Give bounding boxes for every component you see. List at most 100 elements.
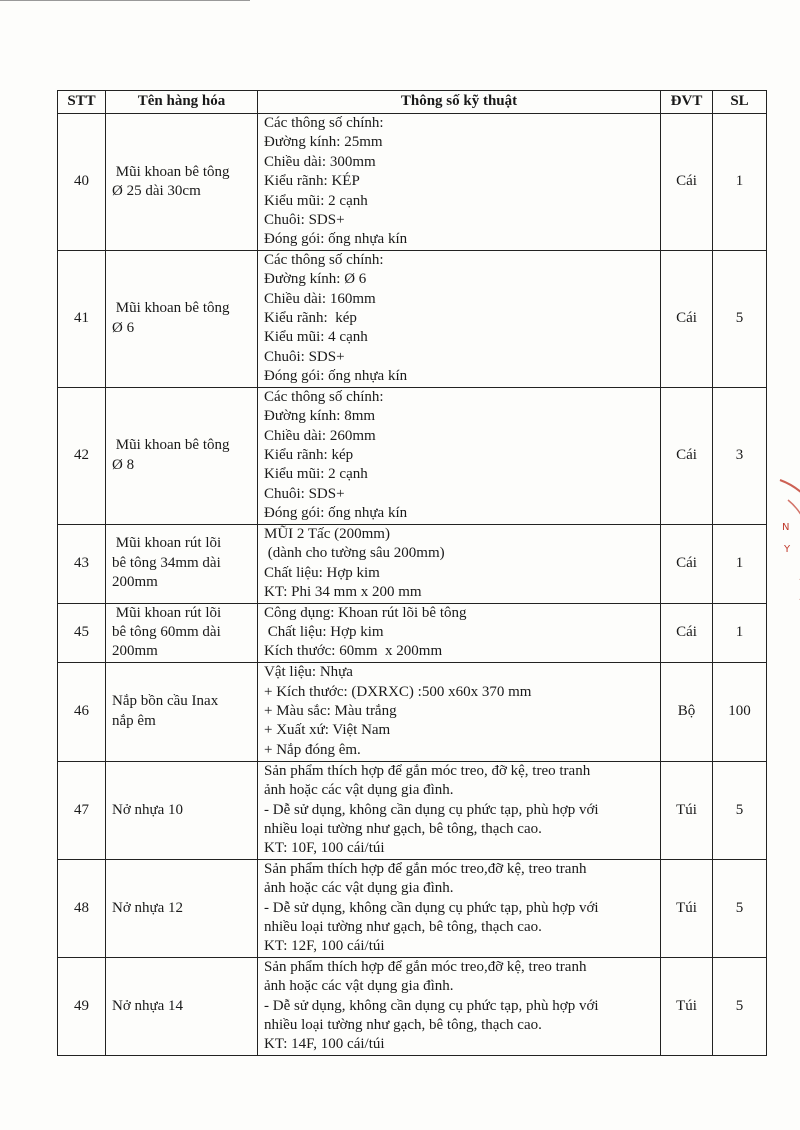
spec-line: Đường kính: Ø 6 bbox=[264, 271, 367, 288]
spec-line: ảnh hoặc các vật dụng gia đình. bbox=[264, 880, 454, 897]
spec-line: Chuôi: SDS+ bbox=[264, 348, 345, 365]
spec-line: Chiều dài: 300mm bbox=[264, 153, 376, 170]
header-spec: Thông số kỹ thuật bbox=[257, 90, 661, 114]
table-row: 41 Mũi khoan bê tông Ø 6 Các thông số chí… bbox=[57, 249, 767, 388]
row-stt: 49 bbox=[57, 956, 106, 1056]
red-stamp-fragment: N Y bbox=[779, 479, 800, 600]
row-spec: MŨI 2 Tấc (200mm) (dành cho tường sâu 20… bbox=[257, 523, 661, 604]
spec-line: KT: 14F, 100 cái/túi bbox=[264, 1036, 385, 1053]
table-row: 46 Nắp bồn cầu Inax nắp êm Vật liệu: Nhựa +… bbox=[57, 661, 767, 762]
row-spec: Sản phẩm thích hợp để gắn móc treo,đỡ kệ… bbox=[257, 858, 661, 958]
row-stt: 42 bbox=[57, 386, 106, 525]
spec-line: + Nắp đóng êm. bbox=[264, 741, 361, 758]
spec-line: Chiều dài: 160mm bbox=[264, 290, 376, 307]
spec-line: Chuôi: SDS+ bbox=[264, 212, 345, 229]
spec-line: + Màu sắc: Màu trắng bbox=[264, 703, 397, 720]
table-row: 49 Nở nhựa 14 Sản phẩm thích hợp để gắn mó… bbox=[57, 956, 767, 1056]
spec-line: KT: 12F, 100 cái/túi bbox=[264, 938, 385, 955]
row-unit: Cái bbox=[660, 113, 713, 251]
row-name: Mũi khoan bê tông Ø 8 bbox=[105, 386, 258, 525]
spec-line: MŨI 2 Tấc (200mm) bbox=[264, 525, 390, 542]
spec-line: Vật liệu: Nhựa bbox=[264, 664, 353, 681]
spec-line: Kiểu rãnh: kép bbox=[264, 446, 354, 463]
spec-line: KT: 10F, 100 cái/túi bbox=[264, 840, 385, 857]
spec-line: Đường kính: 8mm bbox=[264, 408, 376, 425]
row-name: Mũi khoan bê tông Ø 25 dài 30cm bbox=[105, 113, 258, 251]
row-stt: 41 bbox=[57, 249, 106, 388]
spec-line: Kích thước: 60mm x 200mm bbox=[264, 643, 443, 660]
spec-line: ảnh hoặc các vật dụng gia đình. bbox=[264, 978, 454, 995]
row-spec: Các thông số chính: Đường kính: 25mm Chiều… bbox=[257, 113, 661, 251]
spec-line: Kiểu mũi: 2 cạnh bbox=[264, 192, 368, 209]
goods-spec-table: STT Tên hàng hóa Thông số kỹ thuật ĐVT S… bbox=[57, 90, 767, 1056]
row-unit: Túi bbox=[660, 956, 713, 1056]
row-spec: Sản phẩm thích hợp để gắn móc treo, đỡ k… bbox=[257, 760, 661, 860]
table-row: 47 Nở nhựa 10 Sản phẩm thích hợp để gắn mó… bbox=[57, 760, 767, 860]
row-name: Nở nhựa 14 bbox=[105, 956, 258, 1056]
spec-line: Kiểu mũi: 4 cạnh bbox=[264, 329, 368, 346]
row-stt: 47 bbox=[57, 760, 106, 860]
row-spec: Các thông số chính: Đường kính: 8mm Chiều … bbox=[257, 386, 661, 525]
row-unit: Cái bbox=[660, 523, 713, 604]
header-name: Tên hàng hóa bbox=[105, 90, 258, 114]
row-name: Mũi khoan bê tông Ø 6 bbox=[105, 249, 258, 388]
row-spec: Công dụng: Khoan rút lõi bê tông Chất li… bbox=[257, 602, 661, 663]
row-spec: Vật liệu: Nhựa + Kích thước: (DXRXC) :500… bbox=[257, 661, 661, 762]
header-unit: ĐVT bbox=[660, 90, 713, 114]
spec-line: Chiều dài: 260mm bbox=[264, 427, 376, 444]
row-qty: 5 bbox=[712, 956, 767, 1056]
spec-line: Đóng gói: ống nhựa kín bbox=[264, 231, 408, 248]
spec-line: + Kích thước: (DXRXC) :500 x60x 370 mm bbox=[264, 683, 532, 700]
row-unit: Túi bbox=[660, 858, 713, 958]
spec-line: Kiểu rãnh: KÉP bbox=[264, 173, 360, 190]
spec-line: Chất liệu: Hợp kim bbox=[264, 564, 380, 581]
header-stt: STT bbox=[57, 90, 106, 114]
spec-line: Công dụng: Khoan rút lõi bê tông bbox=[264, 604, 467, 621]
row-unit: Cái bbox=[660, 386, 713, 525]
spec-line: nhiều loại tường như gạch, bê tông, thạc… bbox=[264, 919, 542, 935]
row-spec: Các thông số chính: Đường kính: Ø 6 Chiều … bbox=[257, 249, 661, 388]
spec-line: Chất liệu: Hợp kim bbox=[264, 623, 384, 640]
row-name: Mũi khoan rút lõi bê tông 34mm dài 200mm bbox=[105, 523, 258, 604]
spec-line: Kiểu rãnh: kép bbox=[264, 310, 357, 327]
row-qty: 5 bbox=[712, 760, 767, 860]
row-name: Nở nhựa 10 bbox=[105, 760, 258, 860]
spec-line: Sản phẩm thích hợp để gắn móc treo,đỡ kệ… bbox=[264, 860, 587, 877]
spec-line: (dành cho tường sâu 200mm) bbox=[264, 545, 445, 562]
spec-line: Các thông số chính: bbox=[264, 251, 384, 268]
row-qty: 1 bbox=[712, 113, 767, 251]
spec-line: Sản phẩm thích hợp để gắn móc treo,đỡ kệ… bbox=[264, 958, 587, 975]
spec-line: Sản phẩm thích hợp để gắn móc treo, đỡ k… bbox=[264, 762, 591, 779]
row-qty: 5 bbox=[712, 858, 767, 958]
row-unit: Cái bbox=[660, 602, 713, 663]
spec-line: KT: Phi 34 mm x 200 mm bbox=[264, 583, 422, 600]
scan-edge-line bbox=[0, 0, 250, 1]
row-spec: Sản phẩm thích hợp để gắn móc treo,đỡ kệ… bbox=[257, 956, 661, 1056]
spec-line: nhiều loại tường như gạch, bê tông, thạc… bbox=[264, 820, 542, 837]
row-unit: Túi bbox=[660, 760, 713, 860]
row-qty: 1 bbox=[712, 523, 767, 604]
spec-line: - Dễ sử dụng, không cần dụng cụ phức tạp… bbox=[264, 801, 599, 818]
row-stt: 48 bbox=[57, 858, 106, 958]
row-unit: Bộ bbox=[660, 661, 713, 762]
row-qty: 1 bbox=[712, 602, 767, 663]
spec-line: - Dễ sử dụng, không cần dụng cụ phức tạp… bbox=[264, 899, 599, 916]
row-unit: Cái bbox=[660, 249, 713, 388]
table-row: 42 Mũi khoan bê tông Ø 8 Các thông số chí… bbox=[57, 386, 767, 525]
spec-line: Đường kính: 25mm bbox=[264, 134, 383, 151]
row-stt: 45 bbox=[57, 602, 106, 663]
spec-line: Đóng gói: ống nhựa kín bbox=[264, 368, 408, 385]
table-row: 43 Mũi khoan rút lõi bê tông 34mm dài 20… bbox=[57, 523, 767, 604]
row-stt: 46 bbox=[57, 661, 106, 762]
row-qty: 100 bbox=[712, 661, 767, 762]
row-name: Nắp bồn cầu Inax nắp êm bbox=[105, 661, 258, 762]
row-name: Mũi khoan rút lõi bê tông 60mm dài 200mm bbox=[105, 602, 258, 663]
spec-line: Đóng gói: ống nhựa kín bbox=[264, 505, 408, 522]
spec-line: Chuôi: SDS+ bbox=[264, 485, 345, 502]
svg-text:N: N bbox=[782, 522, 789, 533]
spec-line: + Xuất xứ: Việt Nam bbox=[264, 722, 391, 739]
row-qty: 5 bbox=[712, 249, 767, 388]
table-row: 40 Mũi khoan bê tông Ø 25 dài 30cm Các th… bbox=[57, 113, 767, 251]
table-row: 45 Mũi khoan rút lõi bê tông 60mm dài 20… bbox=[57, 602, 767, 663]
spec-line: Các thông số chính: bbox=[264, 115, 384, 131]
